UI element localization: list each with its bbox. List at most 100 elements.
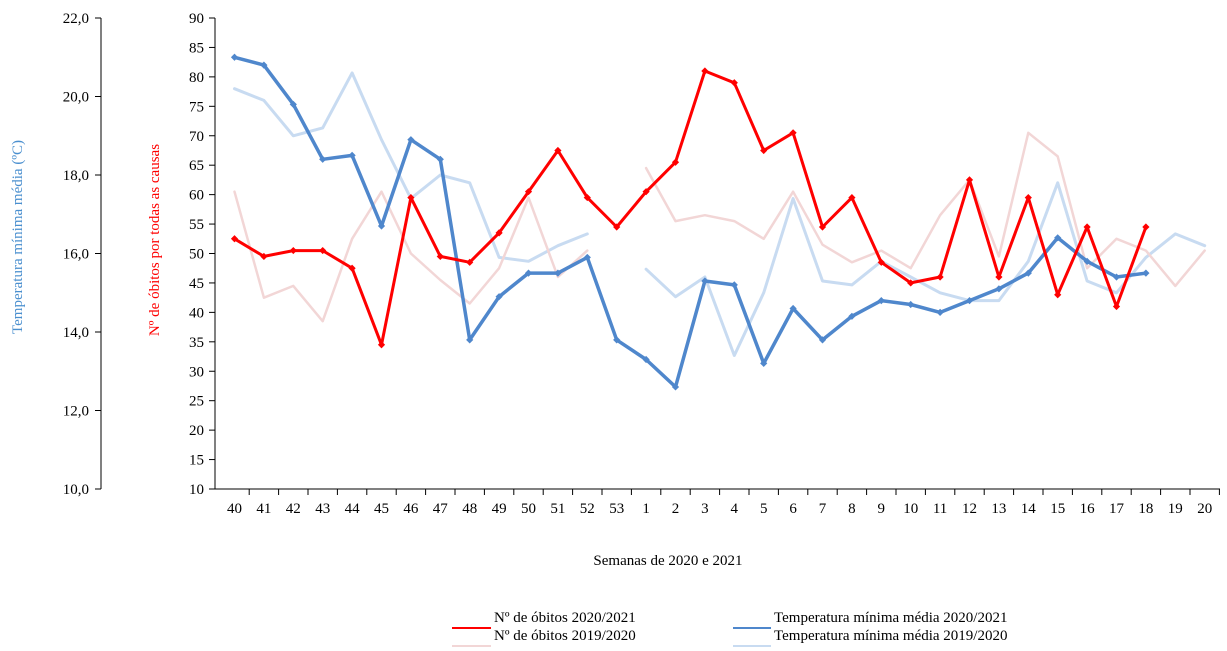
data-point-temperatura-m-nima-m-dia-2020-2021: [407, 136, 415, 144]
data-point-n-de-bitos-2020-2021: [289, 246, 297, 255]
data-point-n-de-bitos-2020-2021: [319, 246, 327, 255]
data-point-temperatura-m-nima-m-dia-2020-2021: [495, 293, 503, 301]
data-point-n-de-bitos-2020-2021: [936, 273, 944, 281]
data-point-n-de-bitos-2020-2021: [524, 188, 533, 196]
data-point-temperatura-m-nima-m-dia-2020-2021: [760, 359, 768, 367]
deaths-tick-label: 40: [189, 305, 204, 321]
legend-label-deaths-2020-2021: Nº de óbitos 2020/2021: [494, 610, 636, 626]
data-point-temperatura-m-nima-m-dia-2020-2021: [583, 253, 591, 262]
deaths-tick-label: 20: [189, 423, 204, 439]
data-point-n-de-bitos-2020-2021: [995, 273, 1003, 281]
data-point-n-de-bitos-2020-2021: [1112, 302, 1121, 311]
data-point-temperatura-m-nima-m-dia-2020-2021: [1112, 273, 1121, 281]
data-point-temperatura-m-nima-m-dia-2020-2021: [907, 300, 915, 309]
data-point-n-de-bitos-2020-2021: [730, 79, 738, 87]
data-point-n-de-bitos-2020-2021: [671, 158, 680, 166]
series-line-n-de-bitos-2019-2020: [233, 190, 589, 323]
series-group: [230, 53, 1207, 391]
data-point-n-de-bitos-2020-2021: [1054, 291, 1062, 299]
x-tick-label: 19: [1168, 501, 1183, 517]
series-line-temperatura-m-nima-m-dia-2019-2020: [233, 71, 589, 263]
data-point-temperatura-m-nima-m-dia-2020-2021: [466, 336, 474, 344]
deaths-tick-label: 15: [189, 453, 204, 469]
data-point-temperatura-m-nima-m-dia-2020-2021: [436, 155, 444, 163]
data-point-temperatura-m-nima-m-dia-2020-2021: [789, 304, 797, 313]
data-point-n-de-bitos-2020-2021: [1083, 223, 1091, 231]
deaths-tick-label: 35: [189, 335, 204, 351]
data-point-n-de-bitos-2020-2021: [583, 193, 591, 202]
deaths-tick-label: 70: [189, 129, 204, 145]
data-point-n-de-bitos-2020-2021: [907, 279, 915, 287]
x-tick-label: 12: [962, 501, 977, 517]
x-tick-label: 18: [1138, 501, 1153, 517]
data-point-temperatura-m-nima-m-dia-2020-2021: [230, 53, 239, 61]
x-tick-label: 43: [315, 501, 330, 517]
temperature-tick-label: 12,0: [63, 404, 89, 420]
data-point-n-de-bitos-2020-2021: [348, 264, 356, 272]
x-tick-label: 47: [433, 501, 449, 517]
data-point-n-de-bitos-2020-2021: [701, 67, 709, 75]
deaths-tick-label: 60: [189, 188, 204, 204]
data-point-temperatura-m-nima-m-dia-2020-2021: [554, 269, 562, 277]
data-point-n-de-bitos-2020-2021: [230, 235, 239, 243]
x-tick-label: 17: [1109, 501, 1125, 517]
temperature-tick-label: 10,0: [63, 482, 89, 498]
x-tick-label: 45: [374, 501, 389, 517]
data-point-n-de-bitos-2020-2021: [789, 129, 797, 137]
data-point-temperatura-m-nima-m-dia-2020-2021: [348, 151, 356, 159]
x-tick-label: 42: [286, 501, 301, 517]
legend-label-deaths-2019-2020: Nº de óbitos 2019/2020: [494, 628, 636, 644]
deaths-tick-label: 85: [189, 40, 204, 56]
data-point-n-de-bitos-2020-2021: [466, 258, 474, 266]
data-point-temperatura-m-nima-m-dia-2020-2021: [936, 308, 944, 316]
x-tick-label: 5: [760, 501, 768, 517]
deaths-tick-label: 55: [189, 217, 204, 233]
x-tick-label: 41: [256, 501, 271, 517]
x-tick-label: 13: [991, 501, 1006, 517]
data-point-n-de-bitos-2020-2021: [260, 252, 268, 261]
data-point-temperatura-m-nima-m-dia-2020-2021: [848, 312, 856, 320]
deaths-tick-label: 45: [189, 276, 204, 292]
deaths-tick-label: 75: [189, 99, 204, 115]
data-point-temperatura-m-nima-m-dia-2020-2021: [642, 355, 650, 364]
x-tick-label: 2: [672, 501, 680, 517]
data-point-temperatura-m-nima-m-dia-2020-2021: [1142, 269, 1150, 277]
temperature-axis-title: Temperatura mínima média (ºC): [10, 140, 26, 334]
data-point-temperatura-m-nima-m-dia-2020-2021: [995, 285, 1003, 293]
x-tick-label: 53: [609, 501, 624, 517]
temperature-tick-label: 16,0: [63, 247, 89, 263]
data-point-n-de-bitos-2020-2021: [1142, 223, 1150, 231]
temperature-tick-label: 14,0: [63, 325, 89, 341]
x-tick-label: 3: [701, 501, 709, 517]
x-tick-label: 51: [550, 501, 565, 517]
data-point-n-de-bitos-2020-2021: [1024, 193, 1032, 202]
series-line-temperatura-m-nima-m-dia-2020-2021: [232, 55, 1148, 389]
data-point-temperatura-m-nima-m-dia-2020-2021: [524, 269, 533, 277]
x-axis-title: Semanas de 2020 e 2021: [593, 553, 742, 569]
deaths-tick-label: 90: [189, 11, 204, 27]
x-tick-label: 15: [1050, 501, 1065, 517]
data-point-n-de-bitos-2020-2021: [377, 341, 386, 349]
data-point-temperatura-m-nima-m-dia-2020-2021: [1054, 234, 1062, 242]
temperature-tick-label: 20,0: [63, 90, 89, 106]
x-tick-label: 48: [462, 501, 477, 517]
x-tick-label: 44: [345, 501, 361, 517]
data-point-n-de-bitos-2020-2021: [554, 146, 562, 155]
data-point-n-de-bitos-2020-2021: [495, 229, 503, 237]
data-point-n-de-bitos-2020-2021: [877, 258, 885, 266]
x-tick-label: 14: [1021, 501, 1037, 517]
data-point-temperatura-m-nima-m-dia-2020-2021: [613, 336, 621, 344]
x-tick-label: 9: [878, 501, 886, 517]
data-point-temperatura-m-nima-m-dia-2020-2021: [730, 281, 738, 289]
data-point-temperatura-m-nima-m-dia-2020-2021: [701, 277, 709, 285]
temperature-tick-label: 18,0: [63, 168, 89, 184]
data-point-n-de-bitos-2020-2021: [818, 223, 827, 231]
deaths-tick-label: 80: [189, 70, 204, 86]
x-tick-label: 50: [521, 501, 536, 517]
legend-label-temp-2019-2020: Temperatura mínima média 2019/2020: [774, 628, 1007, 644]
x-tick-label: 20: [1197, 501, 1212, 517]
deaths-tick-label: 10: [189, 482, 204, 498]
data-point-temperatura-m-nima-m-dia-2020-2021: [818, 336, 827, 344]
data-point-temperatura-m-nima-m-dia-2020-2021: [289, 100, 297, 108]
data-point-temperatura-m-nima-m-dia-2020-2021: [1024, 269, 1032, 277]
